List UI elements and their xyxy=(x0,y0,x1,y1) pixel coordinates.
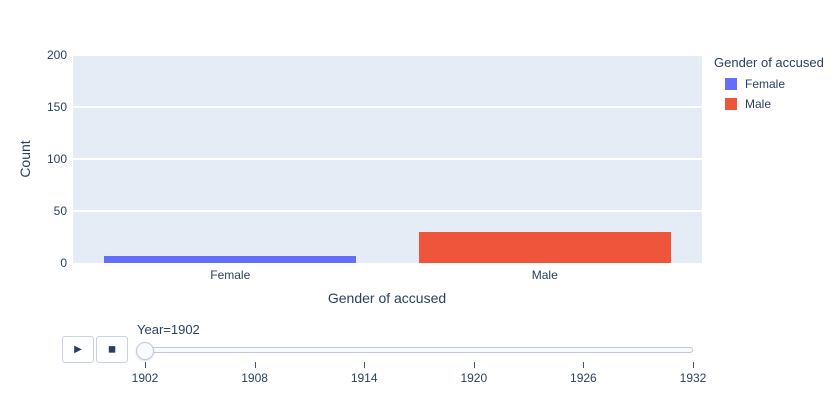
y-tick-label: 200 xyxy=(46,48,67,62)
gridline xyxy=(73,158,702,160)
slider-track[interactable] xyxy=(145,347,693,353)
y-tick-label: 100 xyxy=(46,152,67,166)
legend-swatch-icon xyxy=(725,78,737,90)
legend-items: Female Male xyxy=(714,77,838,111)
plot-area xyxy=(73,54,702,263)
slider-tick-label: 1920 xyxy=(460,371,488,385)
slider-tick-label: 1932 xyxy=(679,371,707,385)
legend-item-male[interactable]: Male xyxy=(725,97,838,111)
legend-swatch-icon xyxy=(725,98,737,110)
legend-title: Gender of accused xyxy=(714,55,824,70)
legend: Gender of accused Female Male xyxy=(714,55,838,117)
slider-tick-label: 1902 xyxy=(131,371,159,385)
stop-icon: ◼ xyxy=(107,344,117,355)
y-tick-label: 0 xyxy=(60,256,67,270)
y-tick-label: 150 xyxy=(46,100,67,114)
gridline xyxy=(73,210,702,212)
slider-handle[interactable] xyxy=(136,342,154,360)
slider-current-value-label: Year=1902 xyxy=(137,322,200,337)
x-tick-label: Female xyxy=(210,268,251,282)
slider-tick-mark xyxy=(583,362,585,368)
slider-tick-label: 1926 xyxy=(570,371,597,385)
stop-button[interactable]: ◼ xyxy=(96,336,128,363)
bar-male[interactable] xyxy=(418,231,671,263)
play-icon: ▶ xyxy=(74,344,82,355)
gridline xyxy=(73,106,702,108)
slider-tick-label: 1908 xyxy=(241,371,268,385)
x-axis-title: Gender of accused xyxy=(327,290,447,306)
slider-tick-mark xyxy=(364,362,366,368)
slider-tick-mark xyxy=(254,362,256,368)
slider-tick-mark xyxy=(473,362,475,368)
gridline xyxy=(73,54,702,56)
legend-item-label: Female xyxy=(745,77,786,91)
bar-female[interactable] xyxy=(104,255,357,263)
slider-tick-label: 1914 xyxy=(350,371,378,385)
slider-tick-mark xyxy=(145,362,146,368)
slider-tick-mark xyxy=(693,362,694,368)
y-axis-title: Count xyxy=(17,140,33,178)
legend-item-label: Male xyxy=(745,97,772,111)
play-button[interactable]: ▶ xyxy=(62,336,94,363)
y-tick-label: 50 xyxy=(53,204,67,218)
x-tick-label: Male xyxy=(531,268,558,282)
legend-item-female[interactable]: Female xyxy=(725,77,838,91)
